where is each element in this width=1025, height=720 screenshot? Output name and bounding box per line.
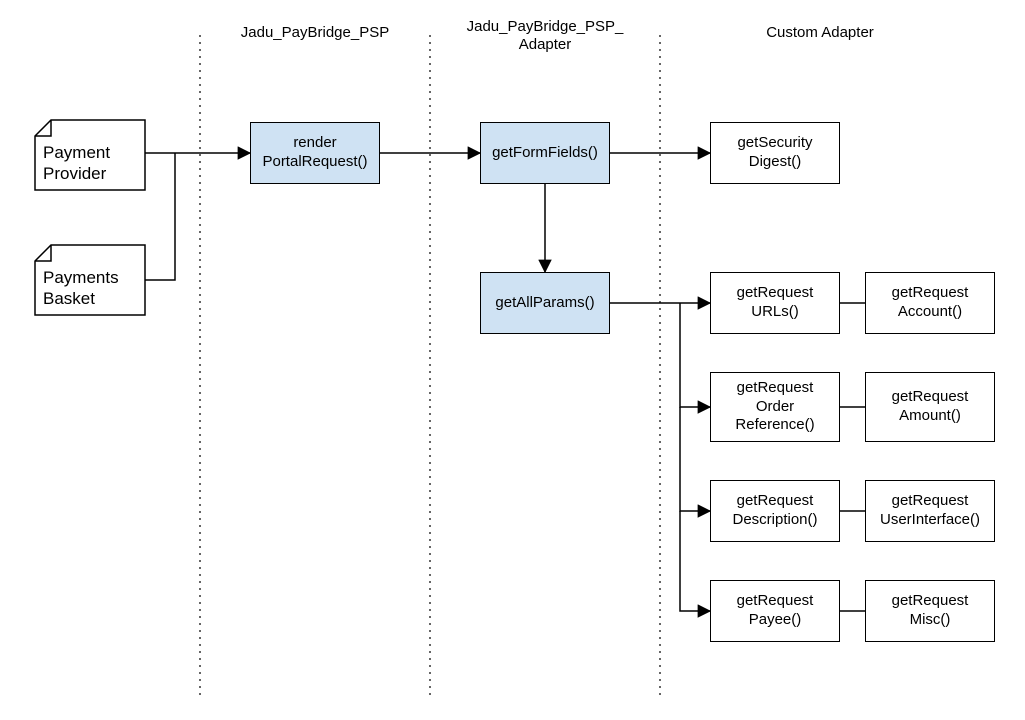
node-get_order_ref: getRequestOrderReference() — [710, 372, 840, 442]
node-get_ui: getRequestUserInterface() — [865, 480, 995, 542]
edge-trunk2-to-get_description-7 — [680, 407, 710, 511]
node-get_urls: getRequestURLs() — [710, 272, 840, 334]
node-get_form_fields: getFormFields() — [480, 122, 610, 184]
diagram-canvas: Jadu_PayBridge_PSP Jadu_PayBridge_PSP_Ada… — [0, 0, 1025, 720]
node-get_payee: getRequestPayee() — [710, 580, 840, 642]
node-payments_basket: PaymentsBasket — [35, 261, 145, 315]
node-get_account: getRequestAccount() — [865, 272, 995, 334]
column-header-hdr_custom: Custom Adapter — [720, 24, 920, 42]
column-header-hdr_adapter: Jadu_PayBridge_PSP_Adapter — [445, 18, 645, 54]
node-get_all_params: getAllParams() — [480, 272, 610, 334]
edge-payments_basket-to-trunk-1 — [145, 153, 175, 280]
edge-trunk2-to-get_order_ref-6 — [680, 303, 710, 407]
node-get_description: getRequestDescription() — [710, 480, 840, 542]
node-payment_provider: PaymentProvider — [35, 136, 145, 190]
column-header-hdr_psp: Jadu_PayBridge_PSP — [225, 24, 405, 42]
node-render_portal: renderPortalRequest() — [250, 122, 380, 184]
node-get_amount: getRequestAmount() — [865, 372, 995, 442]
node-get_security: getSecurityDigest() — [710, 122, 840, 184]
node-get_misc: getRequestMisc() — [865, 580, 995, 642]
edge-trunk2-to-get_payee-8 — [680, 511, 710, 611]
